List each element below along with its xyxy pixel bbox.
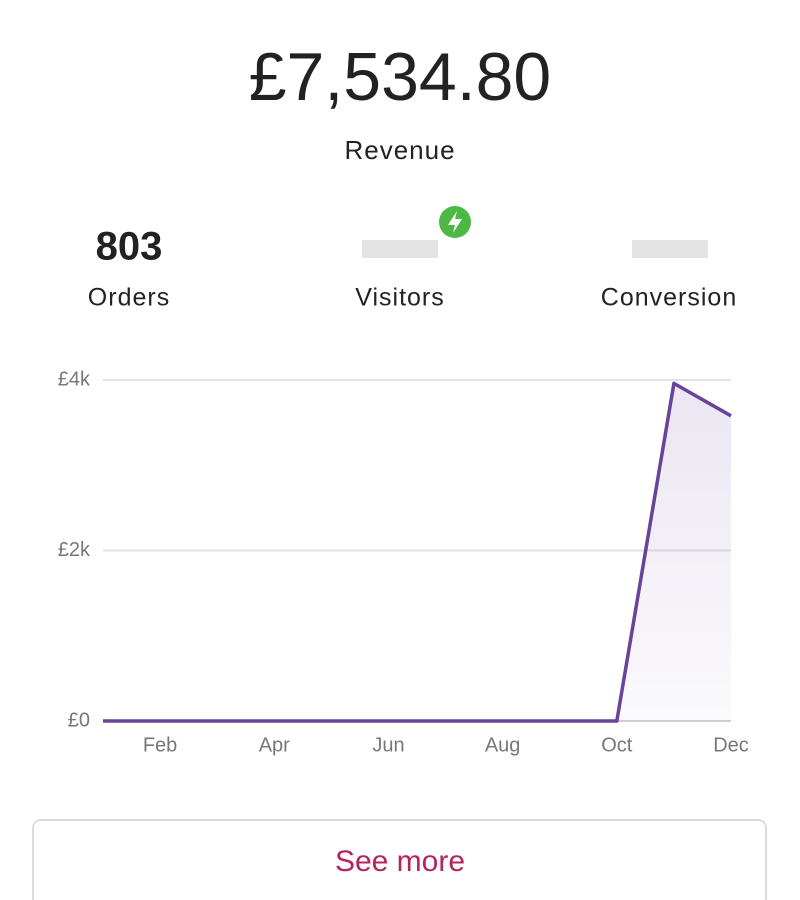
see-more-button[interactable] bbox=[32, 819, 767, 900]
y-tick-label: £2k bbox=[58, 539, 91, 561]
conversion-placeholder bbox=[632, 240, 708, 258]
x-tick-label: Jun bbox=[372, 734, 404, 756]
visitors-placeholder bbox=[362, 240, 438, 258]
y-tick-label: £4k bbox=[58, 368, 91, 390]
revenue-value: £7,534.80 bbox=[249, 39, 552, 115]
y-tick-label: £0 bbox=[68, 709, 90, 731]
x-tick-label: Apr bbox=[259, 734, 290, 756]
revenue-chart: £0 £2k £4k Feb Apr Jun Aug Oct Dec bbox=[58, 368, 749, 756]
conversion-label: Conversion bbox=[601, 284, 737, 312]
badge-bolt bbox=[448, 211, 462, 233]
area bbox=[103, 383, 731, 721]
line bbox=[103, 381, 732, 723]
orders-value: 803 bbox=[96, 225, 163, 269]
orders-label: Orders bbox=[88, 284, 170, 312]
visitors-label: Visitors bbox=[355, 284, 445, 312]
see-more-label[interactable]: See more bbox=[335, 845, 465, 878]
x-tick-label: Oct bbox=[601, 734, 633, 756]
x-tick-label: Aug bbox=[485, 734, 521, 756]
revenue-label: Revenue bbox=[344, 135, 455, 165]
x-tick-label: Dec bbox=[713, 734, 749, 756]
x-tick-label: Feb bbox=[143, 734, 177, 756]
